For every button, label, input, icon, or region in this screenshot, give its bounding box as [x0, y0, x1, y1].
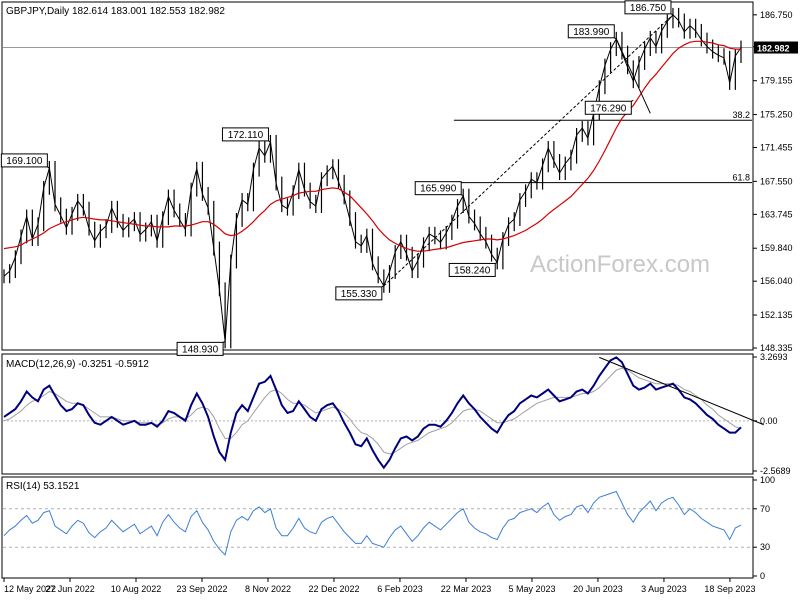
- price-y-tick-label: 152.135: [760, 310, 793, 320]
- annotation-label: 186.750: [630, 3, 667, 14]
- correction-line: [615, 38, 651, 114]
- x-axis-tick-label: 20 Jun 2023: [573, 584, 623, 594]
- price-layer: 38.2 61.8 169.100 148.930 172.110 155.330 165.…: [0, 0, 752, 356]
- x-axis-tick-label: 5 May 2023: [508, 584, 555, 594]
- annotation-label: 165.990: [420, 184, 457, 195]
- macd-label: MACD(12,26,9) -0.3251 -0.5912: [6, 359, 149, 370]
- axis-layer: 186.750183.065179.155175.250171.455167.5…: [3, 10, 798, 594]
- x-axis-tick-label: 27 Jun 2022: [45, 584, 95, 594]
- rsi-label: RSI(14) 53.1521: [6, 481, 80, 492]
- x-axis-tick-label: 12 May 2022: [4, 584, 56, 594]
- price-y-tick-label: 148.335: [760, 343, 793, 353]
- annotation-label: 176.290: [590, 103, 627, 114]
- annotation-box: [448, 262, 496, 277]
- last-price-badge: [754, 41, 798, 54]
- x-axis-tick-label: 18 Sep 2023: [704, 584, 755, 594]
- symbol-info: GBPJPY,Daily 182.614 183.001 182.553 182…: [6, 6, 225, 17]
- price-y-tick-label: 156.040: [760, 276, 793, 286]
- rsi-layer: [3, 490, 752, 556]
- annotation-box: [0, 153, 48, 168]
- watermark: ActionForex.com: [530, 251, 710, 278]
- macd-panel-frame: [1, 353, 754, 475]
- fib-level-label: 38.2: [732, 110, 750, 120]
- x-axis-tick-label: 6 Feb 2023: [377, 584, 423, 594]
- price-y-tick-label: 179.155: [760, 76, 793, 86]
- macd-y-tick-label: 3.2693: [760, 352, 788, 362]
- macd-line: [3, 356, 742, 470]
- price-y-tick-label: 186.750: [760, 10, 793, 20]
- annotation-box: [584, 100, 632, 115]
- annotation-label: 183.990: [573, 27, 610, 38]
- annotation-label: 148.930: [182, 344, 219, 355]
- rsi-y-tick-label: 30: [760, 542, 770, 552]
- macd-y-tick-label: -2.5689: [760, 466, 791, 476]
- x-axis-tick-label: 8 Nov 2022: [245, 584, 291, 594]
- x-axis-tick-label: 10 Aug 2022: [111, 584, 162, 594]
- price-y-tick-label: 159.840: [760, 243, 793, 253]
- trend-channel-line: [383, 14, 674, 287]
- x-axis-tick-label: 3 Aug 2023: [641, 584, 687, 594]
- annotation-box: [567, 24, 615, 39]
- annotation-box: [414, 181, 462, 196]
- annotation-box: [335, 286, 383, 301]
- fib-level-label: 61.8: [732, 173, 750, 183]
- rsi-panel-frame: [1, 476, 754, 579]
- macd-layer: [3, 356, 764, 470]
- macd-y-tick-label: 0.00: [760, 416, 778, 426]
- macd-trendline: [599, 356, 764, 426]
- last-price-label: 182.982: [757, 44, 790, 54]
- annotation-label: 169.100: [6, 156, 43, 167]
- price-y-tick-label: 163.745: [760, 209, 793, 219]
- rsi-line: [3, 490, 742, 556]
- annotation-label: 155.330: [341, 289, 378, 300]
- annotation-label: 158.240: [454, 265, 491, 276]
- annotation-box: [221, 127, 269, 142]
- price-y-tick-label: 171.455: [760, 142, 793, 152]
- rsi-y-tick-label: 70: [760, 504, 770, 514]
- price-y-tick-label: 167.550: [760, 176, 793, 186]
- x-axis-tick-label: 22 Mar 2023: [441, 584, 492, 594]
- x-axis-tick-label: 23 Sep 2022: [176, 584, 227, 594]
- rsi-y-tick-label: 0: [760, 571, 765, 581]
- x-axis-tick-label: 22 Dec 2022: [308, 584, 359, 594]
- annotation-label: 172.110: [228, 130, 264, 141]
- annotation-box: [176, 341, 224, 356]
- price-y-tick-label: 175.250: [760, 110, 793, 120]
- rsi-y-tick-label: 100: [760, 475, 775, 485]
- annotation-box: [624, 0, 672, 15]
- macd-signal-line: [3, 367, 742, 455]
- moving-average-line: [3, 40, 741, 252]
